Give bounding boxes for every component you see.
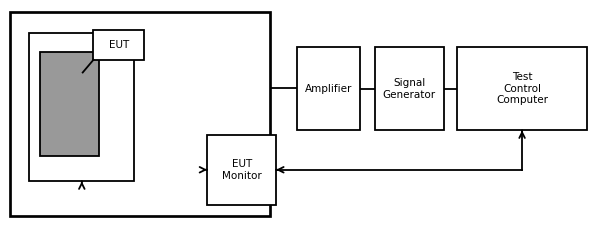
Bar (94, 30, 145, 60)
Text: Amplifier: Amplifier (305, 84, 352, 94)
Text: EUT: EUT (109, 40, 129, 50)
Text: Signal
Generator: Signal Generator (383, 78, 436, 99)
Text: Test
Control
Computer: Test Control Computer (496, 72, 548, 105)
Bar (10, 12, 270, 216)
Bar (457, 47, 587, 130)
Bar (297, 47, 360, 130)
Bar (375, 47, 443, 130)
Bar (29, 33, 134, 181)
Text: EUT
Monitor: EUT Monitor (222, 159, 262, 181)
Bar (40, 52, 100, 156)
Bar (207, 135, 276, 205)
